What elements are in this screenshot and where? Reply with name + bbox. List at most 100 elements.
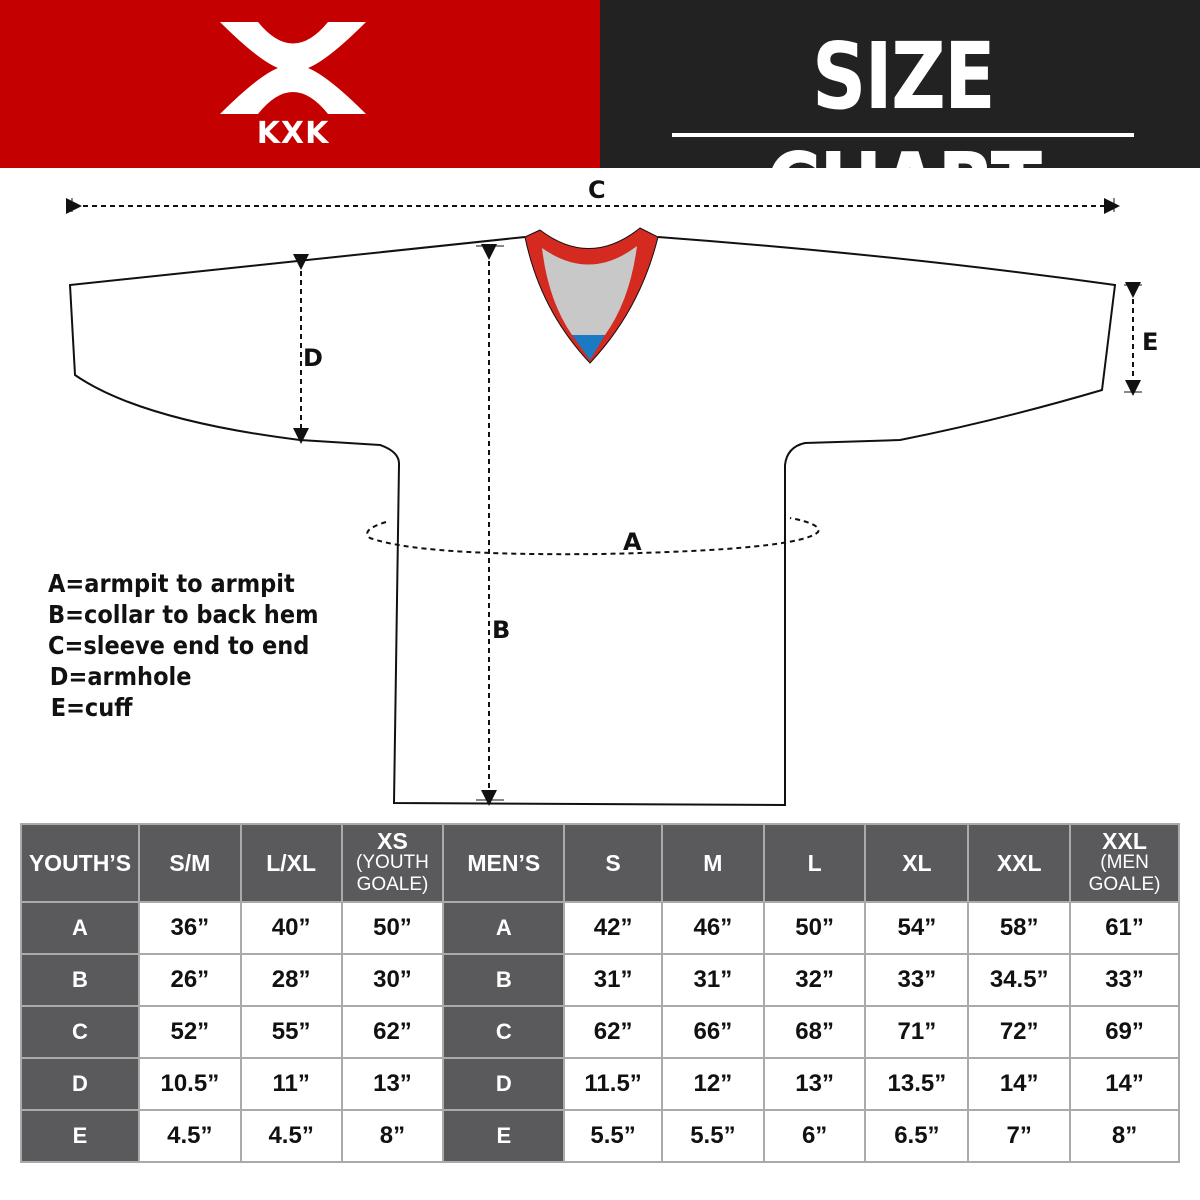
row-label: A	[20, 901, 140, 955]
legend-item: A=armpit to armpit	[48, 569, 295, 598]
row-label: D	[442, 1057, 566, 1111]
size-label: S/M	[169, 850, 211, 876]
men-value: 61”	[1069, 901, 1180, 955]
size-label: L/XL	[266, 850, 317, 876]
title-underline	[672, 133, 1134, 137]
row-label: D	[20, 1057, 140, 1111]
youth-size-header: S/M	[137, 823, 242, 903]
youth-value: 26”	[137, 953, 242, 1007]
men-value: 46”	[661, 901, 765, 955]
size-label: MEN’S	[467, 850, 541, 876]
size-label: XXL	[996, 850, 1042, 876]
men-value: 32”	[762, 953, 867, 1007]
youth-value: 62”	[340, 1005, 445, 1059]
size-label: S	[605, 850, 621, 876]
youth-value: 8”	[340, 1109, 445, 1163]
row-label: C	[20, 1005, 140, 1059]
row-label: E	[20, 1109, 140, 1163]
men-size-header: L	[762, 823, 867, 903]
youth-value: 36”	[137, 901, 242, 955]
youth-value: 13”	[340, 1057, 445, 1111]
legend-item: C=sleeve end to end	[48, 631, 310, 660]
youth-size-header: XS (YOUTH GOALE)	[340, 823, 445, 903]
men-value: 69”	[1069, 1005, 1180, 1059]
table-row: C 52” 55” 62” C 62” 66” 68” 71” 72” 69”	[20, 1005, 1180, 1059]
size-label: YOUTH’S	[28, 850, 132, 876]
collar-inner	[542, 246, 637, 335]
men-value: 12”	[661, 1057, 765, 1111]
men-value: 31”	[563, 953, 664, 1007]
men-value: 34.5”	[967, 953, 1072, 1007]
jersey-diagram	[66, 198, 1142, 807]
men-size-header: XXL	[967, 823, 1072, 903]
measurement-legend: A=armpit to armpit B=collar to back hem …	[48, 568, 319, 723]
label-c: C	[588, 176, 606, 204]
table-row: E 4.5” 4.5” 8” E 5.5” 5.5” 6” 6.5” 7” 8”	[20, 1109, 1180, 1163]
men-value: 54”	[864, 901, 970, 955]
youth-header: YOUTH’S	[20, 823, 140, 903]
men-value: 6”	[762, 1109, 867, 1163]
table-row: B 26” 28” 30” B 31” 31” 32” 33” 34.5” 33”	[20, 953, 1180, 1007]
youth-value: 55”	[239, 1005, 343, 1059]
row-label: B	[20, 953, 140, 1007]
men-value: 71”	[864, 1005, 970, 1059]
youth-value: 40”	[239, 901, 343, 955]
youth-value: 4.5”	[239, 1109, 343, 1163]
jersey-outline	[68, 236, 1117, 807]
men-size-header: XL	[864, 823, 970, 903]
row-label: C	[442, 1005, 566, 1059]
size-label: L	[807, 850, 822, 876]
size-label: XS	[377, 828, 408, 854]
men-value: 13”	[762, 1057, 867, 1111]
youth-value: 52”	[137, 1005, 242, 1059]
men-value: 68”	[762, 1005, 867, 1059]
men-value: 5.5”	[563, 1109, 664, 1163]
page-title: SIZE CHART	[765, 23, 1042, 240]
collar-tag	[572, 335, 605, 360]
label-b: B	[492, 616, 511, 644]
legend-item: D=armhole	[49, 662, 192, 691]
size-table: YOUTH’S S/M L/XL XS (YOUTH GOALE) MEN’S S M L XL X…	[20, 823, 1180, 1163]
men-value: 13.5”	[864, 1057, 970, 1111]
kxk-logo	[220, 22, 366, 114]
men-value: 66”	[661, 1005, 765, 1059]
title-banner	[600, 0, 1200, 168]
men-value: 62”	[563, 1005, 664, 1059]
men-value: 7”	[967, 1109, 1072, 1163]
men-value: 14”	[967, 1057, 1072, 1111]
men-value: 8”	[1069, 1109, 1180, 1163]
men-value: 50”	[762, 901, 867, 955]
label-d: D	[303, 344, 323, 372]
row-label: B	[442, 953, 566, 1007]
men-value: 6.5”	[864, 1109, 970, 1163]
men-value: 31”	[661, 953, 765, 1007]
youth-value: 28”	[239, 953, 343, 1007]
size-sublabel: (MEN GOALE)	[1088, 852, 1161, 895]
table-row: A 36” 40” 50” A 42” 46” 50” 54” 58” 61”	[20, 901, 1180, 955]
size-sublabel: (YOUTH GOALE)	[356, 852, 429, 895]
youth-size-header: L/XL	[239, 823, 343, 903]
men-value: 72”	[967, 1005, 1072, 1059]
men-size-header: S	[563, 823, 664, 903]
men-value: 58”	[967, 901, 1072, 955]
youth-value: 4.5”	[137, 1109, 242, 1163]
youth-value: 30”	[340, 953, 445, 1007]
men-value: 33”	[1069, 953, 1180, 1007]
size-label: M	[703, 850, 723, 876]
row-label: A	[442, 901, 566, 955]
men-size-header: M	[661, 823, 765, 903]
legend-item: B=collar to back hem	[48, 600, 319, 629]
brand-banner: KXK	[0, 0, 600, 168]
label-a: A	[623, 528, 642, 556]
men-value: 11.5”	[563, 1057, 664, 1111]
men-value: 33”	[864, 953, 970, 1007]
table-row: D 10.5” 11” 13” D 11.5” 12” 13” 13.5” 14” 14”	[20, 1057, 1180, 1111]
youth-value: 11”	[239, 1057, 343, 1111]
measure-a	[366, 517, 820, 556]
label-e: E	[1142, 328, 1159, 356]
youth-value: 10.5”	[137, 1057, 242, 1111]
size-label: XL	[902, 850, 932, 876]
men-value: 42”	[563, 901, 664, 955]
legend-item: E=cuff	[50, 693, 133, 722]
brand-name: KXK	[256, 116, 330, 151]
